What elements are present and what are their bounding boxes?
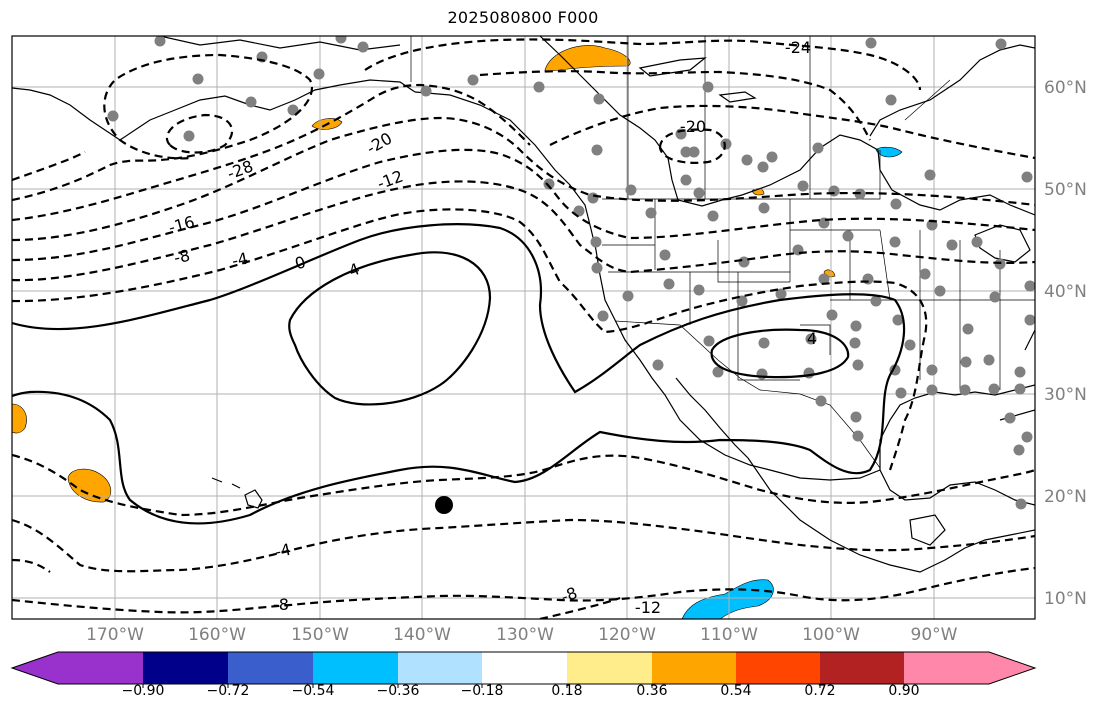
colorbar-tick-label: 0.18 — [551, 683, 583, 699]
contour-label: -16 — [166, 212, 196, 237]
colorbar-tick-label: 0.36 — [636, 683, 668, 699]
colorbar-segment — [143, 652, 228, 684]
colorbar-tick-label: −0.18 — [460, 683, 504, 699]
colorbar-high-extension — [989, 652, 1035, 684]
contour-label: -4 — [273, 540, 293, 562]
graticule — [12, 36, 1035, 619]
lon-label: 100°W — [802, 625, 860, 645]
colorbar-tick-label: 0.72 — [804, 683, 836, 699]
lat-label: 40°N — [1044, 282, 1087, 302]
contour-label: -20 — [363, 128, 395, 158]
contour-label: -20 — [680, 117, 706, 136]
lat-label: 20°N — [1044, 487, 1087, 507]
colorbar-segment — [652, 652, 736, 684]
lon-label: 140°W — [393, 625, 451, 645]
contour-label: -28 — [225, 156, 256, 183]
positive-anomaly-fills — [12, 45, 836, 503]
lon-label: 160°W — [188, 625, 246, 645]
colorbar-tick-label: −0.54 — [291, 683, 335, 699]
colorbar-segment — [736, 652, 820, 684]
lon-label: 170°W — [86, 625, 144, 645]
contour-label: -8 — [172, 246, 192, 268]
colorbar-segment — [228, 652, 313, 684]
station-dots — [107, 36, 1035, 510]
colorbar-tick-label: −0.90 — [121, 683, 165, 699]
colorbar-low-extension — [12, 652, 58, 684]
colorbar-segment — [58, 652, 143, 684]
colorbar-tick-label: 0.54 — [720, 683, 752, 699]
contours-dashed — [12, 38, 1035, 619]
contours-solid — [12, 223, 906, 525]
map-frame — [11, 35, 1036, 620]
lon-label: 150°W — [291, 625, 349, 645]
colorbar-segment — [398, 652, 482, 684]
colorbar-tick-label: 0.90 — [888, 683, 920, 699]
colorbar-segment — [313, 652, 398, 684]
colorbar-tick-label: −0.36 — [376, 683, 420, 699]
coastlines — [12, 36, 1035, 573]
contour-label: 4 — [346, 259, 362, 280]
political-borders — [410, 36, 1035, 469]
black-dot-marker — [435, 496, 453, 514]
colorbar-tick-label: −0.72 — [206, 683, 250, 699]
contour-label: -8 — [273, 595, 289, 614]
colorbar-outline — [10, 651, 1037, 685]
lat-label: 30°N — [1044, 385, 1087, 405]
contour-label: -4 — [230, 249, 250, 271]
map-title: 2025080800 F000 — [447, 8, 599, 27]
colorbar-segment — [482, 652, 567, 684]
colorbar-segment — [567, 652, 652, 684]
lon-label: 120°W — [598, 625, 656, 645]
colorbar — [10, 651, 1037, 688]
colorbar-segment — [820, 652, 904, 684]
lon-label: 110°W — [700, 625, 758, 645]
contour-label: -24 — [785, 38, 811, 57]
contour-label: -8 — [558, 583, 579, 606]
lat-label: 10°N — [1044, 589, 1087, 609]
contour-label: 4 — [807, 329, 817, 348]
lon-label: 130°W — [496, 625, 554, 645]
lat-label: 50°N — [1044, 180, 1087, 200]
negative-anomaly-fills — [681, 146, 903, 619]
lon-label: 90°W — [910, 625, 958, 645]
colorbar-segment — [904, 652, 989, 684]
contour-label: -12 — [635, 598, 661, 617]
lat-label: 60°N — [1044, 78, 1087, 98]
